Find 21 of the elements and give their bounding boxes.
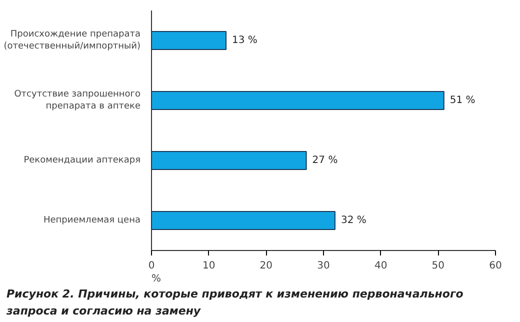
data-label: 27 %	[312, 155, 338, 166]
x-tick-label: 40	[374, 260, 388, 272]
y-tick-label: Неприемлемая цена	[43, 216, 141, 226]
bar	[152, 151, 307, 170]
y-tick-label: Отсутствие запрошенного препарата в аптеке	[14, 90, 141, 112]
x-tick-label: 30	[317, 260, 330, 272]
x-tick-label: 20	[260, 260, 273, 272]
data-label: 51 %	[450, 95, 476, 106]
y-tick-label: Рекомендации аптекаря	[24, 156, 141, 166]
bar	[152, 31, 227, 50]
x-tick-label: 50	[432, 260, 445, 272]
data-label: 32 %	[340, 215, 366, 226]
y-tick-label: Происхождение препарата (отечественный/импортный)	[4, 30, 141, 52]
bar	[152, 91, 444, 110]
data-label: 13 %	[232, 35, 258, 46]
x-tick-label: 10	[202, 260, 216, 272]
bar	[152, 211, 336, 230]
text: Рисунок 2. Причины, которые приводят к изменению первоначального запроса и согласию на замену	[6, 288, 464, 318]
x-axis-title: %	[152, 274, 162, 284]
x-tick-label: 0	[148, 260, 155, 272]
x-tick-label: 60	[489, 260, 502, 272]
